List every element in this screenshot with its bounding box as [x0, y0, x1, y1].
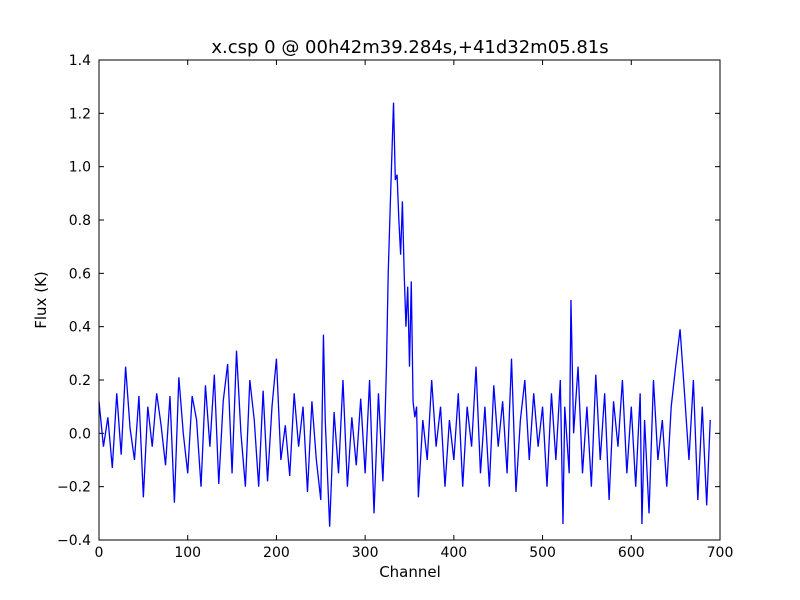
- x-tick-label: 400: [440, 545, 467, 561]
- y-axis-label: Flux (K): [32, 271, 50, 329]
- y-tick-label: 1.4: [69, 53, 91, 69]
- x-tick-label: 300: [352, 545, 379, 561]
- y-tick-label: 1.2: [69, 106, 91, 122]
- chart-title: x.csp 0 @ 00h42m39.284s,+41d32m05.81s: [211, 37, 608, 58]
- x-tick-label: 600: [618, 545, 645, 561]
- x-tick-label: 0: [95, 545, 104, 561]
- x-tick-label: 700: [707, 545, 734, 561]
- y-tick-label: 1.0: [69, 160, 91, 176]
- data-line: [98, 102, 711, 527]
- y-tick-label: 0.6: [69, 266, 91, 282]
- x-tick-label: 500: [529, 545, 556, 561]
- y-tick-label: 0.4: [69, 320, 91, 336]
- y-tick-label: −0.2: [57, 480, 91, 496]
- y-tick-label: 0.2: [69, 373, 91, 389]
- plot-frame: [98, 59, 721, 541]
- y-tick-label: −0.4: [57, 533, 91, 549]
- y-tick-label: 0.8: [69, 213, 91, 229]
- x-tick-label: 100: [174, 545, 201, 561]
- x-tick-label: 200: [263, 545, 290, 561]
- y-tick-label: 0.0: [69, 426, 91, 442]
- x-axis-label: Channel: [379, 563, 441, 581]
